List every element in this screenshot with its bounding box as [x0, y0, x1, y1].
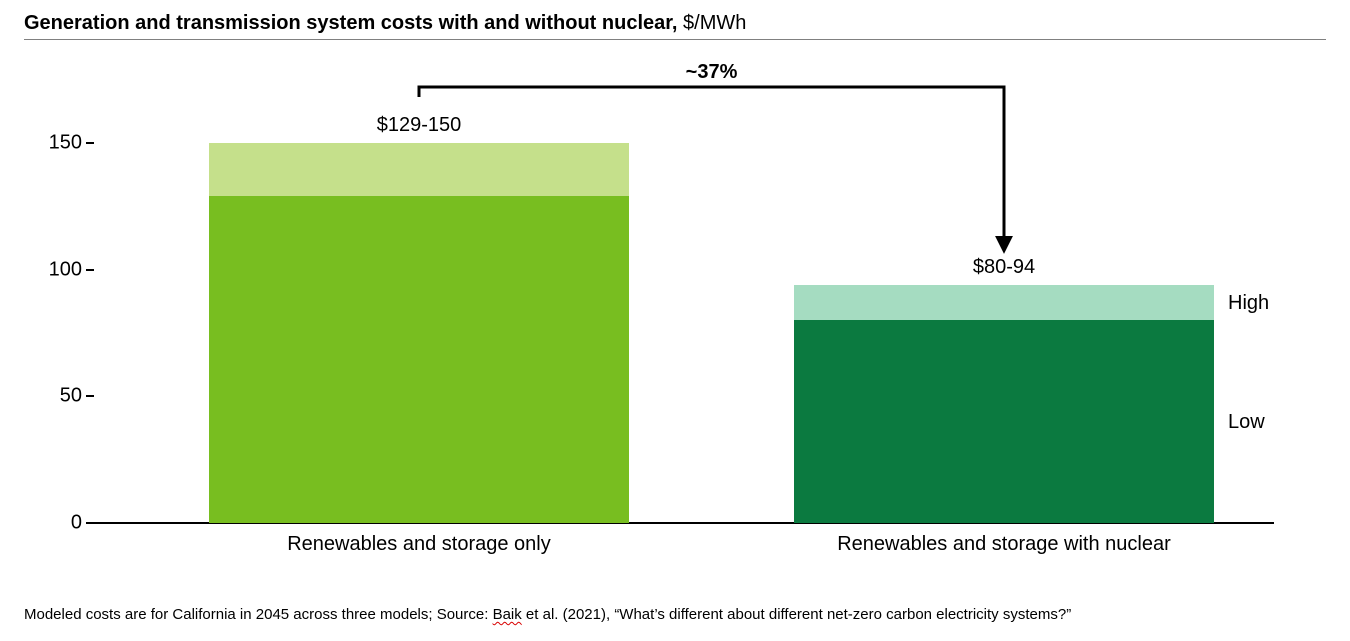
x-category-label: Renewables and storage with nuclear — [794, 533, 1214, 556]
y-tick-label: 0 — [42, 512, 82, 535]
bar-segment-low — [794, 320, 1214, 523]
chart-title-unit: $/MWh — [677, 12, 746, 34]
footnote: Modeled costs are for California in 2045… — [24, 606, 1071, 623]
bar-segment-low — [209, 196, 629, 523]
y-tick-mark — [86, 142, 94, 144]
x-category-label: Renewables and storage only — [209, 533, 629, 556]
y-tick-mark — [86, 522, 94, 524]
footnote-suffix: et al. (2021), “What’s different about d… — [522, 606, 1071, 623]
y-tick-mark — [86, 395, 94, 397]
legend-high: High — [1228, 292, 1269, 315]
y-tick-label: 50 — [42, 385, 82, 408]
chart-title: Generation and transmission system costs… — [24, 12, 746, 34]
chart-area: $129-150 $80-94 0 50 100 150 Renewables and st… — [24, 48, 1326, 578]
bar-segment-high — [794, 285, 1214, 320]
y-tick-label: 100 — [42, 258, 82, 281]
y-tick-label: 150 — [42, 132, 82, 155]
chart-title-main: Generation and transmission system costs… — [24, 12, 677, 34]
footnote-squiggle: Baik — [493, 606, 522, 623]
bar-segment-high — [209, 143, 629, 196]
bar-value-label: $80-94 — [794, 256, 1214, 279]
legend-low: Low — [1228, 411, 1265, 434]
y-tick-mark — [86, 269, 94, 271]
page: Generation and transmission system costs… — [0, 0, 1350, 641]
bar-value-label: $129-150 — [209, 114, 629, 137]
delta-label: ~37% — [672, 61, 752, 84]
title-bar: Generation and transmission system costs… — [24, 12, 1326, 40]
footnote-prefix: Modeled costs are for California in 2045… — [24, 606, 493, 623]
bar-group: $129-150 — [209, 143, 629, 523]
plot-region: $129-150 $80-94 — [94, 143, 1274, 523]
bar-group: $80-94 — [794, 285, 1214, 523]
